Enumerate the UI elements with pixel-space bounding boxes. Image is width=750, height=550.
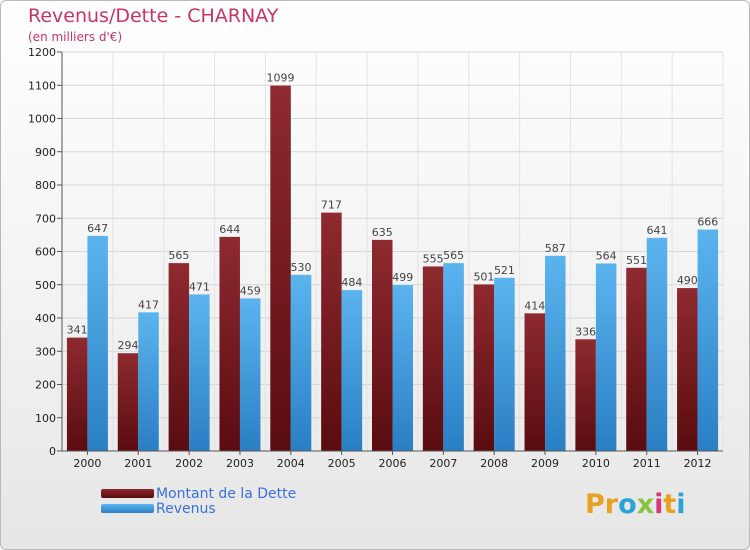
bar-debt xyxy=(321,212,342,451)
y-tick-label: 600 xyxy=(35,246,56,259)
bar-debt xyxy=(168,263,190,451)
bar-revenue xyxy=(138,312,159,451)
x-tick-label: 2000 xyxy=(73,457,101,470)
bar-revenue xyxy=(392,285,413,451)
y-tick-label: 100 xyxy=(35,412,56,425)
x-tick-label: 2010 xyxy=(582,457,610,470)
bar-debt xyxy=(626,267,647,451)
y-tick-label: 1100 xyxy=(28,79,56,92)
axes: 0 100 200 300 400 500 600 700 800 900 1000 1100 1200… xyxy=(28,46,723,470)
data-label-debt: 565 xyxy=(168,249,189,262)
bar-debt xyxy=(372,239,393,451)
logo-letter: x xyxy=(636,489,655,520)
bar-debt xyxy=(270,85,291,452)
data-label-debt: 414 xyxy=(524,299,545,312)
data-label-debt: 635 xyxy=(372,226,393,239)
x-tick-label: 2001 xyxy=(124,457,152,470)
y-tick-label: 900 xyxy=(35,146,56,159)
x-tick-label: 2008 xyxy=(480,457,508,470)
data-label-revenue: 565 xyxy=(443,249,464,262)
proxiti-logo: Proxiti xyxy=(585,489,686,520)
logo-letter: i xyxy=(654,489,664,520)
x-tick-label: 2002 xyxy=(175,457,203,470)
x-tick-label: 2004 xyxy=(277,457,305,470)
data-label-revenue: 459 xyxy=(240,284,261,297)
bar-revenue xyxy=(443,263,464,451)
legend-label-debt: Montant de la Dette xyxy=(156,486,297,502)
data-label-debt: 1099 xyxy=(267,72,295,85)
x-tick-label: 2011 xyxy=(633,457,661,470)
data-label-revenue: 521 xyxy=(494,264,515,277)
logo-letter: r xyxy=(604,489,619,520)
legend-label-revenue: Revenus xyxy=(156,501,216,517)
data-label-revenue: 471 xyxy=(189,280,210,293)
data-label-revenue: 417 xyxy=(138,298,159,311)
logo-letter: P xyxy=(585,489,605,520)
bar-series: 341 647 294 417 565 471 644 459 1099 530 717 484 635… xyxy=(66,72,719,452)
data-label-revenue: 564 xyxy=(596,249,617,262)
y-tick-label: 400 xyxy=(35,312,56,325)
bar-revenue xyxy=(290,274,312,451)
bar-debt xyxy=(117,353,139,451)
bar-revenue xyxy=(87,235,108,451)
data-label-revenue: 530 xyxy=(291,261,312,274)
y-tick-label: 1000 xyxy=(28,113,56,126)
bar-revenue xyxy=(697,229,719,451)
data-label-debt: 501 xyxy=(473,270,494,283)
y-tick-label: 300 xyxy=(35,345,56,358)
chart-subtitle: (en milliers d'€) xyxy=(28,30,123,44)
legend-swatch-debt xyxy=(101,489,154,498)
x-tick-label: 2009 xyxy=(531,457,559,470)
data-label-debt: 490 xyxy=(677,274,698,287)
bar-debt xyxy=(219,236,240,451)
bar-revenue xyxy=(341,290,363,451)
y-tick-label: 700 xyxy=(35,212,56,225)
data-label-debt: 717 xyxy=(321,199,342,212)
data-label-revenue: 647 xyxy=(87,222,108,235)
bar-revenue xyxy=(545,255,566,451)
data-label-debt: 555 xyxy=(423,252,444,265)
data-label-debt: 551 xyxy=(626,254,647,267)
logo-letter: t xyxy=(663,489,677,520)
x-tick-label: 2007 xyxy=(429,457,457,470)
x-tick-label: 2005 xyxy=(328,457,356,470)
data-label-revenue: 499 xyxy=(392,271,413,284)
y-tick-label: 500 xyxy=(35,279,56,292)
bar-revenue xyxy=(595,263,617,451)
bar-debt xyxy=(66,337,88,451)
logo-letter: i xyxy=(676,489,686,520)
chart-title: Revenus/Dette - CHARNAY xyxy=(28,5,279,27)
data-label-debt: 336 xyxy=(575,325,596,338)
data-label-debt: 341 xyxy=(67,324,88,337)
legend-swatch-revenue xyxy=(101,504,154,513)
bar-revenue xyxy=(239,298,261,451)
data-label-revenue: 484 xyxy=(341,276,362,289)
x-tick-label: 2006 xyxy=(379,457,407,470)
bar-debt xyxy=(575,339,596,451)
y-tick-label: 800 xyxy=(35,179,56,192)
bar-revenue xyxy=(494,277,515,451)
data-label-debt: 644 xyxy=(219,223,240,236)
x-tick-label: 2003 xyxy=(226,457,254,470)
bar-debt xyxy=(422,266,444,451)
bar-debt xyxy=(677,288,698,451)
bar-debt xyxy=(473,284,495,451)
data-label-revenue: 587 xyxy=(545,242,566,255)
y-tick-label: 1200 xyxy=(28,46,56,59)
y-tick-label: 200 xyxy=(35,379,56,392)
logo-letter: o xyxy=(618,489,637,520)
data-label-revenue: 666 xyxy=(697,216,718,229)
bar-revenue xyxy=(189,294,210,451)
bar-revenue xyxy=(646,237,668,451)
data-label-revenue: 641 xyxy=(646,224,667,237)
bar-debt xyxy=(524,313,546,451)
x-tick-label: 2012 xyxy=(684,457,712,470)
data-label-debt: 294 xyxy=(118,339,139,352)
y-tick-label: 0 xyxy=(49,445,56,458)
